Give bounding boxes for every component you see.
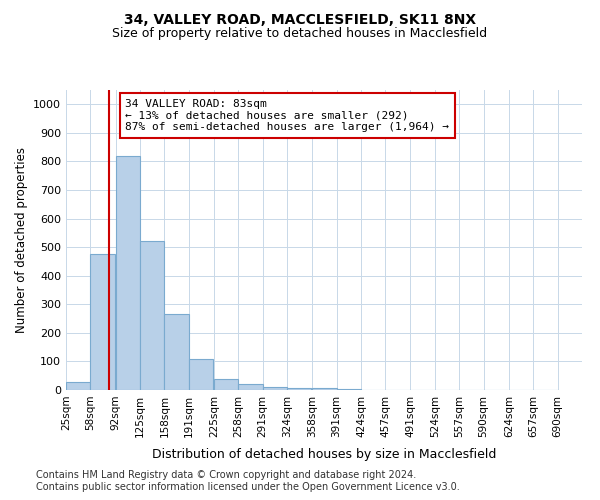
- Bar: [164, 314, 189, 390]
- Text: 34 VALLEY ROAD: 83sqm
← 13% of detached houses are smaller (292)
87% of semi-det: 34 VALLEY ROAD: 83sqm ← 13% of detached …: [125, 99, 449, 132]
- Text: Size of property relative to detached houses in Macclesfield: Size of property relative to detached ho…: [112, 28, 488, 40]
- Bar: [116, 156, 140, 390]
- Y-axis label: Number of detached properties: Number of detached properties: [14, 147, 28, 333]
- Bar: [214, 379, 238, 390]
- X-axis label: Distribution of detached houses by size in Macclesfield: Distribution of detached houses by size …: [152, 448, 496, 461]
- Bar: [287, 388, 311, 390]
- Bar: [91, 254, 115, 390]
- Bar: [238, 384, 263, 390]
- Bar: [189, 358, 213, 390]
- Text: 34, VALLEY ROAD, MACCLESFIELD, SK11 8NX: 34, VALLEY ROAD, MACCLESFIELD, SK11 8NX: [124, 12, 476, 26]
- Bar: [263, 386, 287, 390]
- Text: Contains HM Land Registry data © Crown copyright and database right 2024.: Contains HM Land Registry data © Crown c…: [36, 470, 416, 480]
- Bar: [66, 382, 91, 390]
- Text: Contains public sector information licensed under the Open Government Licence v3: Contains public sector information licen…: [36, 482, 460, 492]
- Bar: [312, 388, 337, 390]
- Bar: [140, 242, 164, 390]
